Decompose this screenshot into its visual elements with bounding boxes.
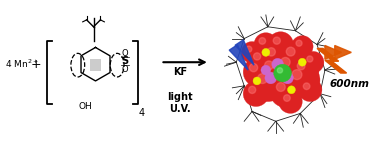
Circle shape — [253, 77, 261, 85]
Circle shape — [281, 57, 290, 67]
Circle shape — [302, 51, 324, 73]
Circle shape — [298, 78, 322, 102]
Circle shape — [280, 41, 311, 72]
Circle shape — [282, 72, 293, 84]
Circle shape — [291, 36, 313, 57]
Circle shape — [273, 37, 280, 44]
Polygon shape — [335, 45, 351, 59]
Text: 4: 4 — [139, 109, 145, 119]
Polygon shape — [325, 45, 341, 59]
Circle shape — [270, 76, 301, 107]
Circle shape — [267, 48, 276, 56]
Text: O: O — [122, 49, 129, 58]
Polygon shape — [317, 48, 347, 73]
Circle shape — [285, 62, 320, 98]
Circle shape — [248, 47, 274, 73]
Circle shape — [241, 41, 263, 63]
Circle shape — [288, 86, 295, 94]
Circle shape — [286, 47, 295, 56]
Circle shape — [272, 58, 284, 70]
Circle shape — [249, 64, 258, 72]
Circle shape — [246, 46, 252, 52]
Text: OH: OH — [79, 102, 93, 111]
Circle shape — [298, 58, 306, 66]
Text: 600nm: 600nm — [330, 79, 370, 89]
Circle shape — [303, 83, 310, 90]
Circle shape — [259, 38, 266, 44]
Circle shape — [262, 48, 270, 56]
Circle shape — [291, 56, 319, 84]
Circle shape — [261, 41, 290, 71]
Polygon shape — [229, 45, 248, 70]
Text: 4 Mn$^{2+}$: 4 Mn$^{2+}$ — [5, 58, 39, 70]
Text: O: O — [122, 65, 129, 74]
Circle shape — [292, 70, 302, 80]
Circle shape — [243, 57, 273, 87]
Circle shape — [279, 90, 302, 113]
Circle shape — [261, 65, 271, 75]
Circle shape — [274, 50, 307, 84]
Circle shape — [250, 66, 285, 102]
Polygon shape — [90, 59, 101, 71]
Circle shape — [254, 33, 278, 56]
Circle shape — [274, 64, 291, 82]
Text: S: S — [121, 56, 129, 66]
Circle shape — [277, 68, 283, 73]
Circle shape — [276, 83, 285, 92]
Circle shape — [297, 62, 305, 70]
Text: light: light — [167, 92, 193, 102]
Circle shape — [307, 56, 313, 62]
Circle shape — [268, 32, 293, 57]
Circle shape — [258, 54, 290, 86]
Circle shape — [257, 74, 268, 83]
Circle shape — [265, 72, 277, 84]
Text: U.V.: U.V. — [169, 104, 191, 114]
Circle shape — [284, 95, 290, 101]
Circle shape — [254, 53, 261, 60]
Circle shape — [243, 81, 269, 107]
Circle shape — [296, 40, 302, 46]
Circle shape — [249, 86, 256, 93]
Text: KF: KF — [173, 67, 187, 77]
Text: +: + — [30, 58, 41, 71]
Polygon shape — [235, 40, 254, 65]
Circle shape — [265, 61, 273, 70]
